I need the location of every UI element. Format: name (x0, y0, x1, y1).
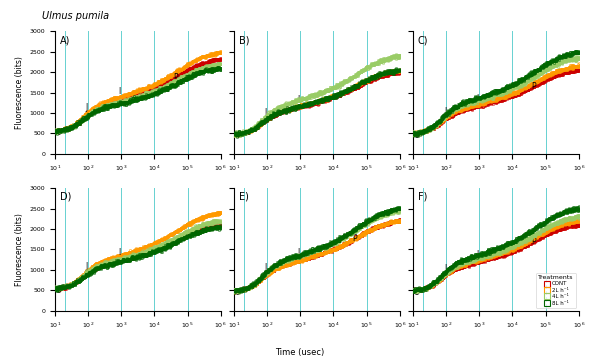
Text: O: O (414, 131, 420, 140)
Text: J: J (86, 103, 88, 112)
Text: P: P (531, 237, 536, 246)
Text: F): F) (418, 192, 427, 202)
Text: J: J (444, 107, 446, 116)
Text: P: P (352, 234, 356, 243)
Text: B): B) (239, 35, 250, 45)
Text: I: I (297, 95, 299, 104)
Text: O: O (414, 288, 420, 297)
Text: P: P (173, 237, 178, 246)
Text: J: J (444, 264, 446, 273)
Text: P: P (173, 73, 178, 82)
Text: P: P (531, 82, 536, 91)
Text: Ulmus pumila: Ulmus pumila (42, 11, 109, 21)
Text: C): C) (418, 35, 428, 45)
Text: O: O (235, 131, 241, 140)
Y-axis label: Fluorescence (bits): Fluorescence (bits) (15, 213, 24, 286)
Text: I: I (297, 248, 299, 257)
Text: D): D) (60, 192, 71, 202)
Text: O: O (235, 288, 241, 297)
Text: O: O (56, 286, 62, 295)
Text: J: J (265, 108, 267, 117)
Text: J: J (265, 263, 267, 272)
Legend: CONT, 2L h⁻¹, 4L h⁻¹, 8L h⁻¹: CONT, 2L h⁻¹, 4L h⁻¹, 8L h⁻¹ (536, 273, 576, 308)
Text: E): E) (239, 192, 249, 202)
Text: J: J (86, 262, 88, 271)
Text: I: I (476, 94, 479, 103)
Text: A): A) (60, 35, 70, 45)
Text: I: I (118, 248, 121, 257)
Text: P: P (352, 84, 356, 93)
Text: Time (usec): Time (usec) (275, 349, 325, 358)
Y-axis label: Fluorescence (bits): Fluorescence (bits) (15, 56, 24, 129)
Text: O: O (56, 128, 62, 137)
Text: I: I (118, 87, 121, 97)
Text: I: I (476, 250, 479, 259)
